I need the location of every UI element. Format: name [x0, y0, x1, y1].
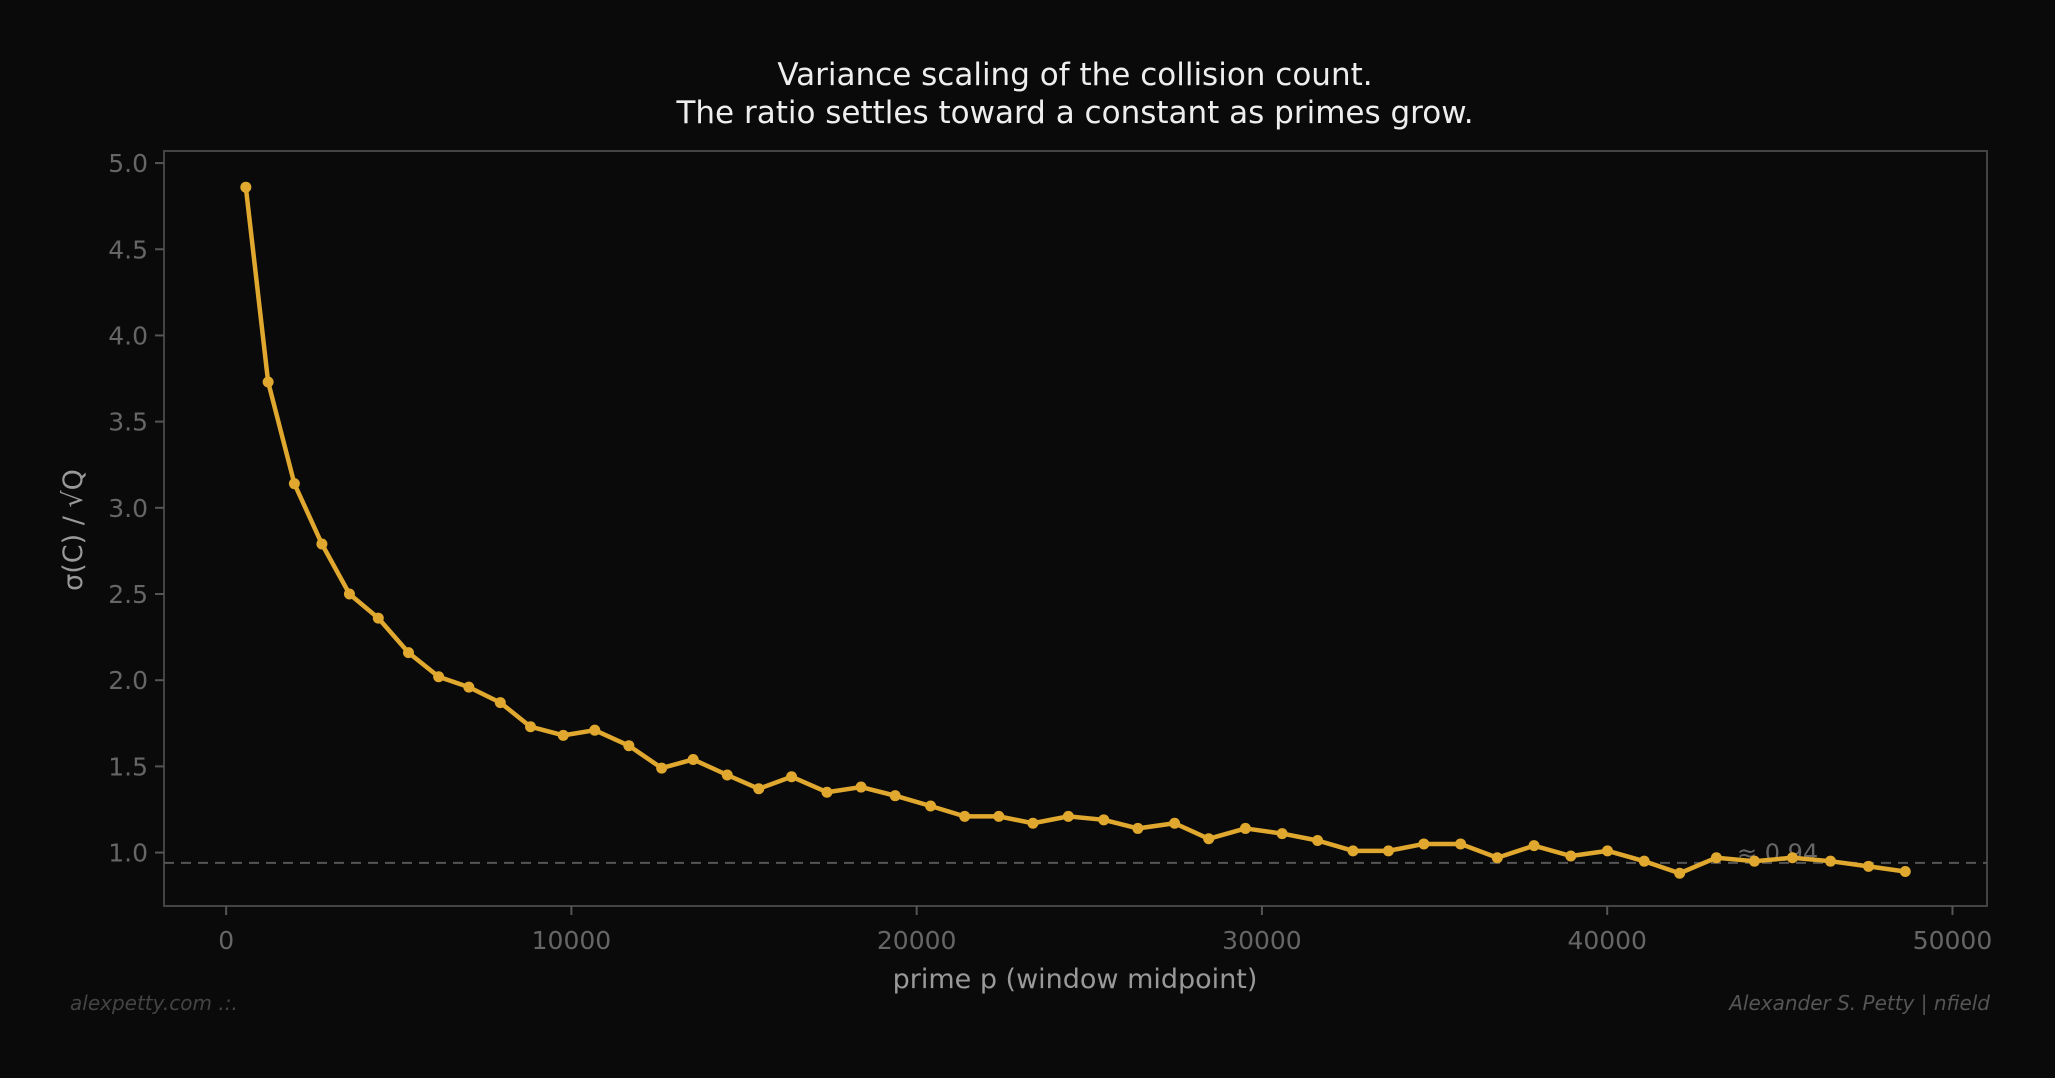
data-point	[372, 612, 384, 624]
data-point	[262, 376, 274, 388]
plot-frame	[163, 150, 1988, 907]
data-point	[786, 771, 798, 783]
data-point	[1528, 840, 1540, 852]
data-point	[1203, 833, 1215, 845]
data-point	[1824, 855, 1836, 867]
data-point	[402, 647, 414, 659]
footer-right: Alexander S. Petty | nfield	[1727, 991, 1990, 1015]
data-point	[1899, 866, 1911, 878]
data-point	[959, 810, 971, 822]
data-point	[753, 783, 765, 795]
footer-left: alexpetty.com .:.	[70, 991, 238, 1015]
x-tick-label: 0	[218, 926, 234, 955]
y-tick-label: 4.0	[108, 321, 148, 350]
data-point	[993, 810, 1005, 822]
x-tick-label: 30000	[1222, 926, 1302, 955]
data-point	[656, 762, 668, 774]
y-tick-label: 2.0	[108, 666, 148, 695]
data-point	[821, 786, 833, 798]
data-point	[316, 538, 328, 550]
data-point	[925, 800, 937, 812]
data-point	[494, 697, 506, 709]
data-point	[240, 181, 252, 193]
data-point	[1098, 814, 1110, 826]
y-tick-label: 3.0	[108, 494, 148, 523]
data-point	[855, 781, 867, 793]
data-point	[1027, 817, 1039, 829]
data-point	[463, 681, 475, 693]
y-tick-label: 4.5	[108, 235, 148, 264]
y-tick-label: 1.5	[108, 752, 148, 781]
chart-title: Variance scaling of the collision count.	[777, 57, 1372, 93]
data-point	[1638, 855, 1650, 867]
y-axis-label: σ(C) / √Q	[58, 469, 89, 591]
data-point	[589, 724, 601, 736]
data-point	[1491, 852, 1503, 864]
data-point	[288, 478, 300, 490]
y-tick-label: 2.5	[108, 580, 148, 609]
chart-subtitle: The ratio settles toward a constant as p…	[675, 95, 1473, 131]
data-point	[1169, 817, 1181, 829]
y-tick-label: 1.0	[108, 839, 148, 868]
x-tick-label: 50000	[1913, 926, 1993, 955]
data-point	[1863, 860, 1875, 872]
data-point	[1132, 822, 1144, 834]
data-point	[1786, 852, 1798, 864]
data-point	[1710, 852, 1722, 864]
data-point	[1276, 828, 1288, 840]
x-axis-label: prime p (window midpoint)	[893, 964, 1258, 995]
data-point	[557, 729, 569, 741]
series-line	[243, 186, 1906, 876]
data-point	[1418, 838, 1430, 850]
data-point	[1565, 850, 1577, 862]
data-point	[1674, 867, 1686, 879]
data-point	[1347, 845, 1359, 857]
data-point	[1239, 822, 1251, 834]
data-point	[1455, 838, 1467, 850]
x-tick-label: 40000	[1567, 926, 1647, 955]
data-point	[1312, 834, 1324, 846]
data-point	[433, 671, 445, 683]
data-point	[889, 790, 901, 802]
data-point	[1382, 845, 1394, 857]
x-tick-label: 10000	[532, 926, 612, 955]
data-point	[343, 588, 355, 600]
data-point	[1062, 810, 1074, 822]
data-point	[687, 753, 699, 765]
data-point	[623, 740, 635, 752]
x-tick-label: 20000	[877, 926, 957, 955]
y-tick-label: 3.5	[108, 408, 148, 437]
data-point	[1748, 855, 1760, 867]
data-point	[721, 769, 733, 781]
data-point	[524, 721, 536, 733]
y-tick-label: 5.0	[108, 149, 148, 178]
data-point	[1601, 845, 1613, 857]
